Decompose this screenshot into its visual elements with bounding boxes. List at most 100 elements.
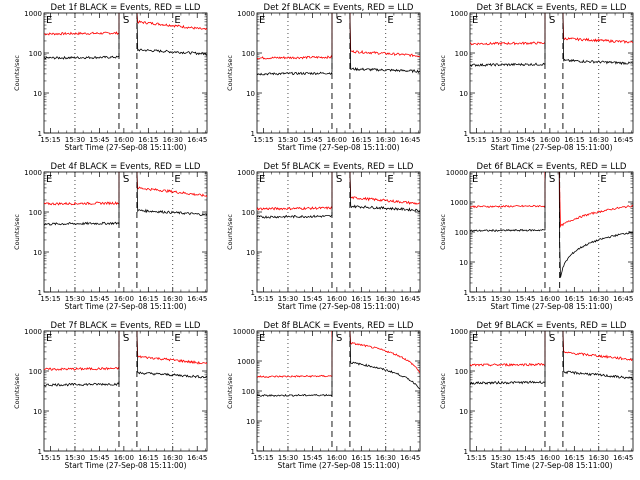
- x-tick-label: 15:30: [65, 136, 85, 144]
- marker-label-start: E: [259, 15, 265, 26]
- y-tick-label: 10000: [446, 169, 468, 177]
- x-axis-label: Start Time (27-Sep-08 15:11:00): [278, 461, 400, 470]
- marker-label-end: E: [387, 174, 393, 185]
- marker-label-end: E: [387, 15, 393, 26]
- y-tick-label: 1: [251, 289, 255, 297]
- marker-label-end: E: [600, 15, 606, 26]
- y-tick-label: 100: [455, 368, 468, 376]
- panel-det-2f: Det 2f BLACK = Events, RED = LLD 1 10 100 10…: [226, 3, 421, 152]
- x-tick-label: 16:30: [376, 136, 396, 144]
- x-tick-label: 16:30: [589, 454, 609, 462]
- x-tick-label: 16:45: [613, 136, 633, 144]
- x-tick-label: 16:15: [351, 454, 371, 462]
- x-tick-label: 16:45: [187, 295, 207, 303]
- marker-label-start: E: [259, 333, 265, 344]
- marker-label-saa: S: [336, 333, 342, 344]
- y-tick-label: 1000: [237, 10, 255, 18]
- x-tick-label: 16:45: [613, 295, 633, 303]
- x-tick-label: 16:30: [589, 295, 609, 303]
- panel-det-7f: Det 7f BLACK = Events, RED = LLD 1 10 100 10…: [13, 321, 208, 470]
- x-tick-label: 16:15: [564, 454, 584, 462]
- x-tick-label: 15:15: [40, 295, 60, 303]
- events-series-line: [44, 172, 207, 226]
- events-series-line: [44, 13, 207, 60]
- y-tick-label: 1000: [237, 169, 255, 177]
- marker-label-saa: S: [336, 174, 342, 185]
- marker-label-end: E: [600, 333, 606, 344]
- x-tick-label: 16:30: [163, 454, 183, 462]
- marker-label-saa: S: [549, 15, 555, 26]
- panel-title: Det 2f BLACK = Events, RED = LLD: [264, 3, 414, 13]
- lld-series-line: [44, 13, 207, 36]
- x-tick-label: 16:00: [540, 136, 560, 144]
- marker-label-end: E: [600, 174, 606, 185]
- marker-label-end: E: [174, 174, 180, 185]
- x-axis-label: Start Time (27-Sep-08 15:11:00): [65, 143, 187, 152]
- events-series-line: [257, 13, 420, 76]
- marker-label-start: E: [46, 15, 52, 26]
- x-tick-label: 16:45: [400, 295, 420, 303]
- plot-frame: [469, 330, 634, 452]
- y-tick-label: 10: [246, 90, 255, 98]
- marker-label-start: E: [472, 174, 478, 185]
- y-tick-label: 100: [29, 209, 42, 217]
- x-tick-label: 15:30: [278, 295, 298, 303]
- x-tick-label: 16:30: [589, 136, 609, 144]
- y-tick-label: 100: [242, 388, 255, 396]
- x-tick-label: 15:45: [515, 295, 535, 303]
- x-tick-label: 15:45: [302, 454, 322, 462]
- x-tick-label: 16:30: [376, 295, 396, 303]
- x-tick-label: 15:15: [466, 136, 486, 144]
- events-series-line: [44, 331, 207, 387]
- y-tick-label: 1000: [450, 10, 468, 18]
- lld-series-line: [470, 172, 633, 228]
- x-tick-label: 16:45: [187, 136, 207, 144]
- y-tick-label: 10: [33, 90, 42, 98]
- y-tick-label: 10: [459, 408, 468, 416]
- y-tick-label: 1: [464, 289, 468, 297]
- lld-series-line: [470, 331, 633, 367]
- x-tick-label: 15:45: [515, 454, 535, 462]
- y-tick-label: 1000: [24, 328, 42, 336]
- y-tick-label: 1: [38, 130, 42, 138]
- x-tick-label: 16:00: [540, 295, 560, 303]
- plot-frame: [43, 330, 208, 452]
- marker-label-end: E: [387, 333, 393, 344]
- lld-series-line: [44, 172, 207, 206]
- x-tick-label: 16:30: [163, 136, 183, 144]
- plot-frame: [469, 12, 634, 134]
- marker-label-end: E: [174, 15, 180, 26]
- x-tick-label: 15:15: [466, 295, 486, 303]
- y-tick-label: 10: [33, 408, 42, 416]
- x-tick-label: 16:30: [376, 454, 396, 462]
- x-tick-label: 16:15: [351, 295, 371, 303]
- x-tick-label: 16:45: [187, 454, 207, 462]
- x-tick-label: 16:15: [564, 295, 584, 303]
- y-tick-label: 1000: [24, 10, 42, 18]
- x-tick-label: 15:45: [302, 295, 322, 303]
- x-tick-label: 16:00: [327, 136, 347, 144]
- y-axis-label: Counts/sec: [439, 373, 447, 409]
- x-tick-label: 15:15: [466, 454, 486, 462]
- panel-title: Det 7f BLACK = Events, RED = LLD: [51, 321, 201, 331]
- panel-title: Det 4f BLACK = Events, RED = LLD: [51, 162, 201, 172]
- plot-frame: [256, 171, 421, 293]
- x-tick-label: 16:00: [114, 295, 134, 303]
- y-axis-label: Counts/sec: [226, 373, 234, 409]
- marker-label-saa: S: [336, 15, 342, 26]
- x-tick-label: 15:15: [253, 136, 273, 144]
- y-tick-label: 100: [242, 50, 255, 58]
- y-axis-label: Counts/sec: [13, 373, 21, 409]
- x-axis-label: Start Time (27-Sep-08 15:11:00): [65, 461, 187, 470]
- x-tick-label: 15:30: [491, 136, 511, 144]
- lld-series-line: [257, 13, 420, 60]
- x-axis-label: Start Time (27-Sep-08 15:11:00): [491, 143, 613, 152]
- marker-label-end: E: [174, 333, 180, 344]
- y-tick-label: 1000: [450, 199, 468, 207]
- y-tick-label: 100: [29, 50, 42, 58]
- y-axis-label: Counts/sec: [439, 214, 447, 250]
- x-tick-label: 16:30: [163, 295, 183, 303]
- y-axis-label: Counts/sec: [226, 55, 234, 91]
- panel-title: Det 1f BLACK = Events, RED = LLD: [51, 3, 201, 13]
